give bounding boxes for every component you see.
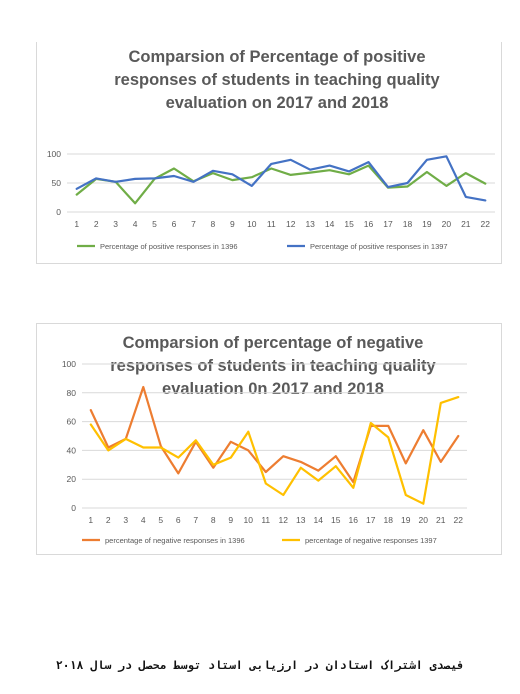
positive-series-2-line — [75, 155, 487, 202]
positive-x-tick-label: 5 — [152, 219, 157, 229]
positive-series-1-line — [75, 164, 487, 205]
negative-x-tick-label: 7 — [193, 515, 198, 525]
positive-x-tick-label: 14 — [325, 219, 335, 229]
negative-y-tick-label: 20 — [67, 474, 77, 484]
negative-series-2-line — [89, 395, 460, 505]
positive-x-tick-label: 1 — [74, 219, 79, 229]
negative-legend-label-1: percentage of negative responses in 1396 — [105, 536, 245, 545]
negative-x-tick-label: 15 — [331, 515, 341, 525]
chart-positive-responses: Comparsion of Percentage of positive resp… — [36, 42, 502, 264]
positive-y-tick-label: 0 — [56, 207, 61, 217]
negative-x-tick-label: 20 — [419, 515, 429, 525]
positive-x-tick-label: 4 — [133, 219, 138, 229]
chart-negative-svg: Comparsion of percentage of negative resp… — [62, 334, 467, 545]
positive-x-tick-label: 2 — [94, 219, 99, 229]
negative-x-tick-label: 18 — [384, 515, 394, 525]
negative-x-tick-label: 8 — [211, 515, 216, 525]
negative-x-tick-label: 17 — [366, 515, 376, 525]
positive-x-tick-label: 6 — [172, 219, 177, 229]
positive-x-tick-label: 3 — [113, 219, 118, 229]
positive-y-tick-label: 100 — [47, 149, 61, 159]
positive-x-tick-label: 8 — [211, 219, 216, 229]
negative-x-tick-label: 16 — [349, 515, 359, 525]
positive-x-tick-label: 15 — [344, 219, 354, 229]
negative-title-line: responses of students in teaching qualit… — [110, 357, 436, 375]
negative-x-tick-label: 9 — [228, 515, 233, 525]
negative-y-tick-label: 0 — [71, 503, 76, 513]
negative-y-tick-label: 80 — [67, 388, 77, 398]
negative-x-tick-label: 11 — [261, 515, 270, 525]
positive-title-line: Comparsion of Percentage of positive — [128, 48, 425, 66]
positive-x-tick-label: 21 — [461, 219, 471, 229]
footer-caption: فیصدی اشتراک استادان در ارزیابی استاد تو… — [55, 658, 465, 672]
negative-y-tick-label: 40 — [67, 445, 77, 455]
negative-x-tick-label: 10 — [244, 515, 254, 525]
negative-x-tick-label: 2 — [106, 515, 111, 525]
positive-x-tick-label: 17 — [383, 219, 393, 229]
positive-x-tick-label: 22 — [481, 219, 491, 229]
positive-title-line: responses of students in teaching qualit… — [114, 71, 440, 89]
positive-x-tick-label: 7 — [191, 219, 196, 229]
positive-x-tick-label: 13 — [305, 219, 315, 229]
positive-x-tick-label: 10 — [247, 219, 257, 229]
negative-title-line: Comparsion of percentage of negative — [123, 334, 424, 352]
negative-x-tick-label: 4 — [141, 515, 146, 525]
negative-x-tick-label: 5 — [158, 515, 163, 525]
negative-series-1-line — [89, 385, 460, 484]
positive-x-tick-label: 12 — [286, 219, 296, 229]
negative-x-tick-label: 22 — [454, 515, 464, 525]
negative-title-line: evaluation 0n 2017 and 2018 — [162, 380, 384, 398]
negative-legend-label-2: percentage of negative responses 1397 — [305, 536, 437, 545]
positive-x-tick-label: 18 — [403, 219, 413, 229]
negative-x-tick-label: 19 — [401, 515, 411, 525]
negative-x-tick-label: 13 — [296, 515, 306, 525]
positive-x-tick-label: 11 — [267, 219, 276, 229]
negative-x-tick-label: 1 — [88, 515, 93, 525]
chart-positive-svg: Comparsion of Percentage of positive resp… — [47, 48, 495, 251]
negative-y-tick-label: 60 — [67, 417, 77, 427]
positive-x-tick-label: 19 — [422, 219, 432, 229]
positive-title-line: evaluation on 2017 and 2018 — [166, 94, 389, 112]
negative-x-tick-label: 6 — [176, 515, 181, 525]
negative-x-tick-label: 3 — [123, 515, 128, 525]
negative-y-tick-label: 100 — [62, 359, 76, 369]
positive-legend-label-1: Percentage of positive responses in 1396 — [100, 242, 238, 251]
positive-x-tick-label: 16 — [364, 219, 374, 229]
negative-x-tick-label: 14 — [314, 515, 324, 525]
negative-x-tick-label: 21 — [436, 515, 446, 525]
positive-x-tick-label: 20 — [442, 219, 452, 229]
positive-legend-label-2: Percentage of positive responses in 1397 — [310, 242, 448, 251]
chart-negative-responses: Comparsion of percentage of negative resp… — [36, 323, 502, 555]
positive-y-tick-label: 50 — [52, 178, 62, 188]
negative-x-tick-label: 12 — [279, 515, 289, 525]
positive-x-tick-label: 9 — [230, 219, 235, 229]
